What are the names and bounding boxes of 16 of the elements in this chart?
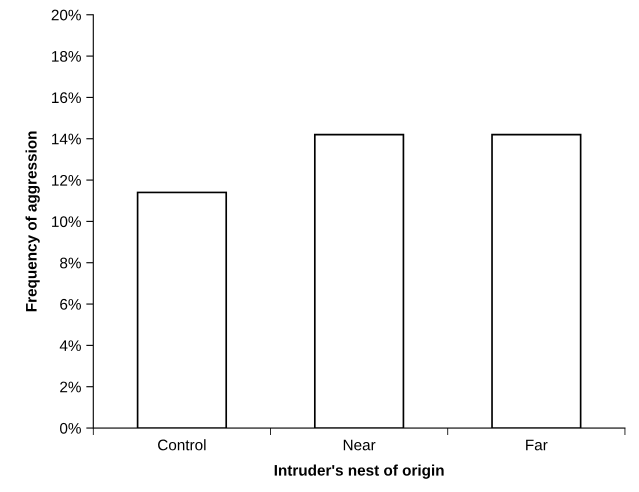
y-tick-label: 18% <box>52 50 81 62</box>
x-tick-label: Control <box>158 439 206 450</box>
y-tick-label: 0% <box>60 422 81 434</box>
y-tick-label: 2% <box>60 382 81 392</box>
y-tick-label: 12% <box>52 174 81 186</box>
y-tick-label: 14% <box>52 134 81 144</box>
y-tick-label: 20% <box>52 10 81 20</box>
x-tick-label: Near <box>344 440 376 450</box>
x-axis-title: Intruder's nest of origin <box>274 464 444 479</box>
y-tick-label: 6% <box>60 298 81 310</box>
x-tick-label: Far <box>526 440 548 450</box>
y-tick-label: 8% <box>60 258 81 268</box>
y-axis-title: Frequency of aggression <box>25 132 40 312</box>
y-tick-label: 10% <box>52 216 81 228</box>
y-tick-label: 4% <box>60 340 81 352</box>
y-tick-label: 16% <box>52 92 81 104</box>
